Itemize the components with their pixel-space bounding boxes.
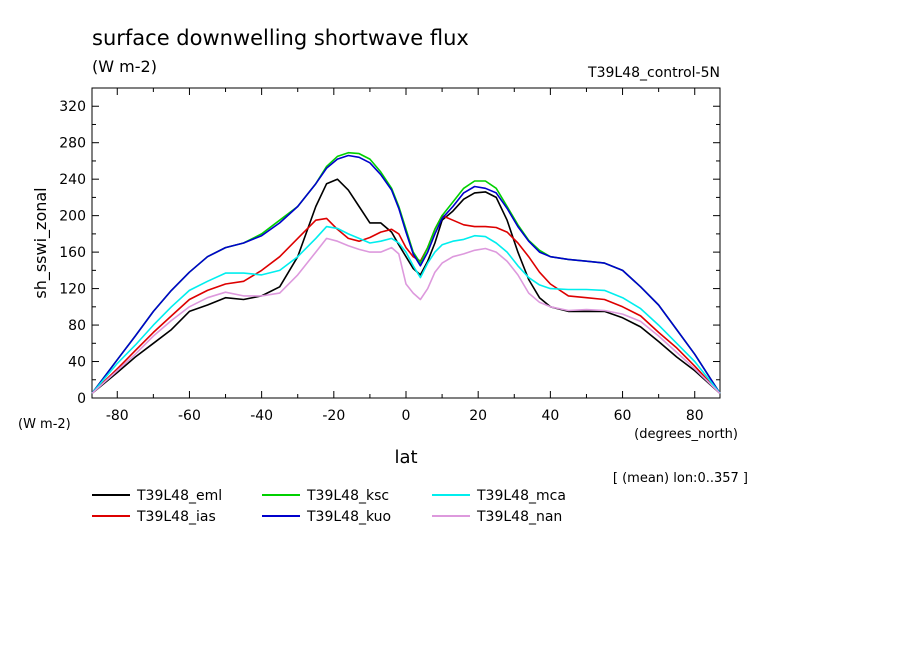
legend: T39L48_eml T39L48_ias T39L48_ksc T39L48_kuo… <box>92 488 566 525</box>
series-line-t39l48_kuo <box>91 154 721 394</box>
legend-label: T39L48_kuo <box>306 509 391 525</box>
y-axis: 0 40 80 120 160 200 240 280 320 <box>59 87 720 407</box>
legend-label: T39L48_mca <box>476 488 566 504</box>
plot-frame <box>91 87 721 399</box>
mean-note: [ (mean) lon:0..357 ] <box>613 471 748 486</box>
x-tick-label: 0 <box>402 408 411 424</box>
y-axis-label: sh_sswi_zonal <box>31 187 51 298</box>
x-axis: -80 -60 -40 -20 0 20 40 60 80 <box>106 88 704 424</box>
series-line-t39l48_nan <box>91 237 721 394</box>
run-label: T39L48_control-5N <box>587 65 720 81</box>
y-tick-label: 40 <box>68 355 86 371</box>
x-tick-label: -60 <box>178 408 201 424</box>
chart-title: surface downwelling shortwave flux <box>92 26 469 50</box>
y-tick-label: 80 <box>68 318 86 334</box>
x-tick-label: -20 <box>322 408 345 424</box>
x-axis-units: (degrees_north) <box>634 427 738 442</box>
y-tick-label: 200 <box>59 209 86 225</box>
series-line-t39l48_ias <box>91 214 721 394</box>
series-line-t39l48_eml <box>91 178 721 395</box>
y-tick-label: 320 <box>59 99 86 115</box>
y-tick-label: 120 <box>59 282 86 298</box>
chart-units: (W m-2) <box>92 57 157 76</box>
x-tick-label: 40 <box>541 408 559 424</box>
y-tick-label: 240 <box>59 172 86 188</box>
x-tick-label: 20 <box>469 408 487 424</box>
series-line-t39l48_mca <box>91 225 721 394</box>
legend-label: T39L48_nan <box>476 509 562 525</box>
x-tick-label: 60 <box>614 408 632 424</box>
x-axis-label: lat <box>394 447 417 468</box>
legend-label: T39L48_eml <box>136 488 222 504</box>
legend-label: T39L48_ksc <box>306 488 389 504</box>
y-axis-units: (W m-2) <box>18 417 71 432</box>
y-tick-label: 0 <box>77 391 86 407</box>
x-tick-label: -40 <box>250 408 273 424</box>
x-tick-label: 80 <box>686 408 704 424</box>
y-tick-label: 280 <box>59 136 86 152</box>
legend-label: T39L48_ias <box>136 509 216 525</box>
y-tick-label: 160 <box>59 245 86 261</box>
x-tick-label: -80 <box>106 408 129 424</box>
series-lines <box>91 151 721 395</box>
